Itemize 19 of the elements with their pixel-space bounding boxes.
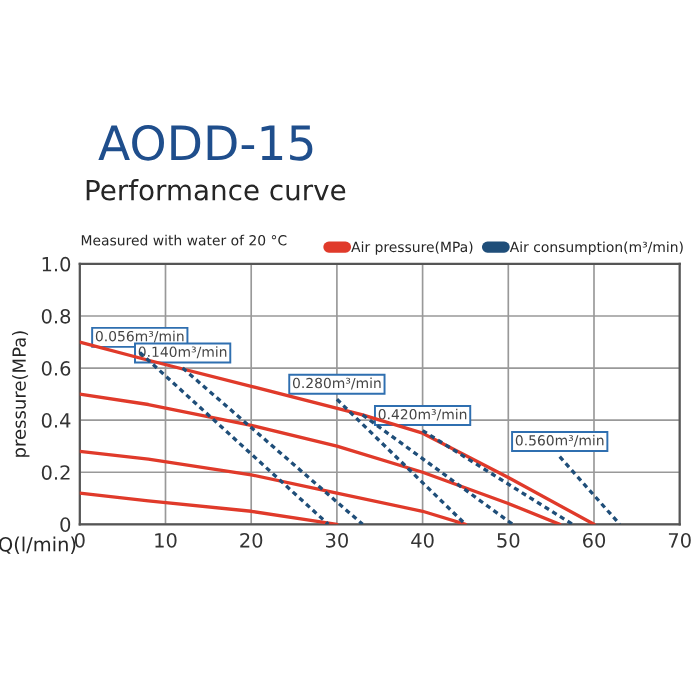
x-tick-label: 30 xyxy=(326,532,348,548)
x-tick-label: 0 xyxy=(74,532,85,548)
chart-title: AODD-15 xyxy=(98,124,313,161)
line-series xyxy=(79,491,339,525)
x-tick-label: 50 xyxy=(497,532,520,548)
y-tick-label: 0.2 xyxy=(41,465,70,480)
y-tick-label: 1.0 xyxy=(42,256,71,272)
y-tick-label: 0.4 xyxy=(41,413,71,428)
y-axis-title: pressure(MPa) xyxy=(11,331,30,457)
x-tick-label: 70 xyxy=(668,532,691,548)
x-tick-label: 60 xyxy=(582,532,606,548)
x-tick-label: 20 xyxy=(240,532,263,548)
line-series xyxy=(79,449,468,525)
x-tick-label: 10 xyxy=(155,532,177,548)
chart-subtitle: Performance curve xyxy=(86,179,346,201)
y-tick-label: 0 xyxy=(60,517,71,532)
x-tick-label: 40 xyxy=(411,532,434,548)
y-tick-label: 0.6 xyxy=(41,361,71,376)
y-tick-label: 0.8 xyxy=(41,308,71,324)
